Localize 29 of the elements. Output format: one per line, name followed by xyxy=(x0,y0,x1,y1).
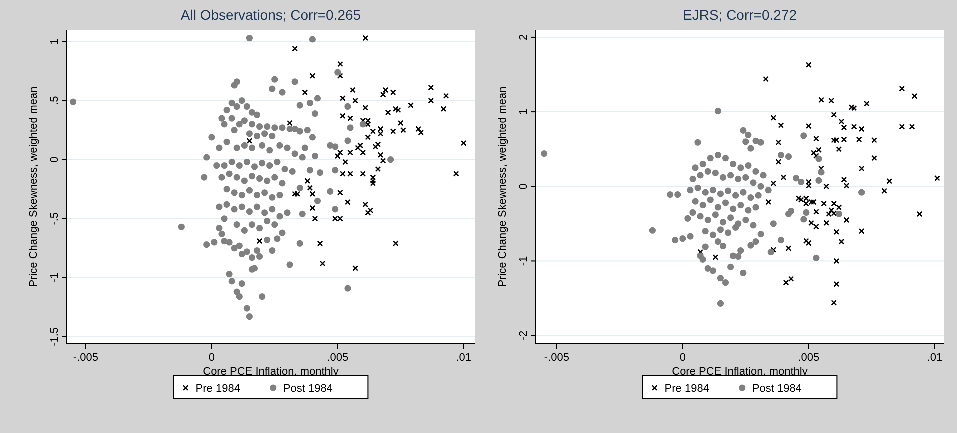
legend-label: Post 1984 xyxy=(752,383,802,395)
y-tick-label: -.5 xyxy=(49,212,61,226)
x-tick-label: .005 xyxy=(798,352,820,364)
x-tick-label: .01 xyxy=(456,352,472,364)
y-tick-label: -1.5 xyxy=(49,327,61,346)
legend-label: Pre 1984 xyxy=(664,383,710,395)
y-tick-label: 1 xyxy=(49,38,61,45)
y-axis-title: Price Change Skewness, weighted mean xyxy=(28,86,40,288)
legend-label: Post 1984 xyxy=(283,383,333,395)
x-tick-label: 0 xyxy=(680,352,686,364)
y-tick-label: 1 xyxy=(518,108,530,116)
y-tick-label: 0 xyxy=(518,184,530,190)
chart-title: EJRS; Corr=0.272 xyxy=(683,7,798,23)
x-tick-label: .005 xyxy=(327,352,349,364)
x-tick-label: -.005 xyxy=(73,352,98,364)
legend-label: Pre 1984 xyxy=(196,383,240,395)
y-axis-title: Price Change Skewness, weighted mean xyxy=(497,86,509,288)
y-tick-label: 0 xyxy=(49,156,61,163)
y-tick-label: -1 xyxy=(49,273,61,283)
chart-title: All Observations; Corr=0.265 xyxy=(180,7,362,23)
y-tick-label: -1 xyxy=(518,256,530,266)
y-tick-label: .5 xyxy=(49,96,61,106)
x-axis-title: Core PCE Inflation, monthly xyxy=(672,366,808,378)
x-tick-label: -.005 xyxy=(544,352,570,364)
x-tick-label: .01 xyxy=(927,352,943,364)
y-tick-label: -2 xyxy=(518,330,530,341)
x-axis-title: Core PCE Inflation, monthly xyxy=(203,366,340,378)
x-tick-label: 0 xyxy=(208,352,215,364)
y-tick-label: 2 xyxy=(518,34,530,41)
